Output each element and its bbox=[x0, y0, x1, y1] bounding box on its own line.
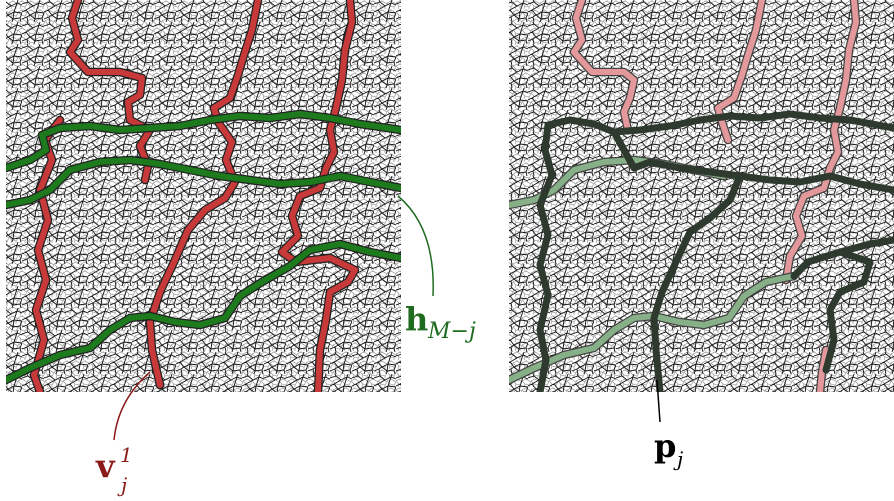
red-path-1-fill bbox=[67, 0, 153, 183]
dark-path-center bbox=[650, 172, 744, 392]
svg-text:v: v bbox=[95, 447, 116, 485]
red-path-3-fill bbox=[279, 0, 358, 392]
faded-red-path-3-fill bbox=[783, 0, 859, 283]
label-v: v 1 j bbox=[95, 371, 151, 497]
right-dark-paths bbox=[536, 110, 894, 392]
green-path-2-fill bbox=[6, 157, 401, 208]
left-red-paths bbox=[29, 0, 360, 392]
h-pointer-line bbox=[397, 195, 434, 297]
v-label-sup: 1 bbox=[120, 443, 133, 467]
v-pointer-line bbox=[113, 371, 151, 441]
dark-path-mid bbox=[610, 128, 894, 194]
h-label-base: h bbox=[405, 300, 428, 338]
svg-text:j: j bbox=[117, 473, 127, 497]
dark-path-right-stub bbox=[836, 236, 894, 256]
dark-path-top bbox=[544, 110, 894, 136]
label-p: p j bbox=[654, 379, 683, 471]
svg-text:1: 1 bbox=[120, 443, 133, 467]
faded-red-path-1-fill bbox=[571, 0, 637, 133]
green-path-1-fill bbox=[6, 111, 401, 171]
p-label-base: p bbox=[654, 427, 676, 465]
p-pointer-line bbox=[656, 379, 661, 423]
v-label-base: v bbox=[95, 447, 116, 485]
green-path-3-fill bbox=[6, 241, 401, 383]
h-label-sub: M−j bbox=[427, 319, 476, 344]
p-label-sub: j bbox=[673, 447, 683, 471]
label-h: h M−j bbox=[397, 195, 476, 344]
svg-text:h: h bbox=[405, 300, 428, 338]
svg-text:p: p bbox=[654, 427, 676, 465]
red-path-2-fill bbox=[147, 0, 261, 388]
svg-text:M−j: M−j bbox=[427, 319, 476, 344]
red-path-4-fill bbox=[31, 117, 63, 392]
left-green-paths bbox=[6, 109, 401, 385]
v-label-sub: j bbox=[117, 473, 127, 497]
dark-path-loop bbox=[790, 248, 874, 374]
svg-text:j: j bbox=[673, 447, 683, 471]
right-mosaic-panel bbox=[509, 0, 894, 392]
dark-path-left bbox=[536, 121, 556, 392]
left-mosaic-panel bbox=[6, 0, 401, 392]
faded-red-path-4-fill bbox=[817, 347, 829, 392]
